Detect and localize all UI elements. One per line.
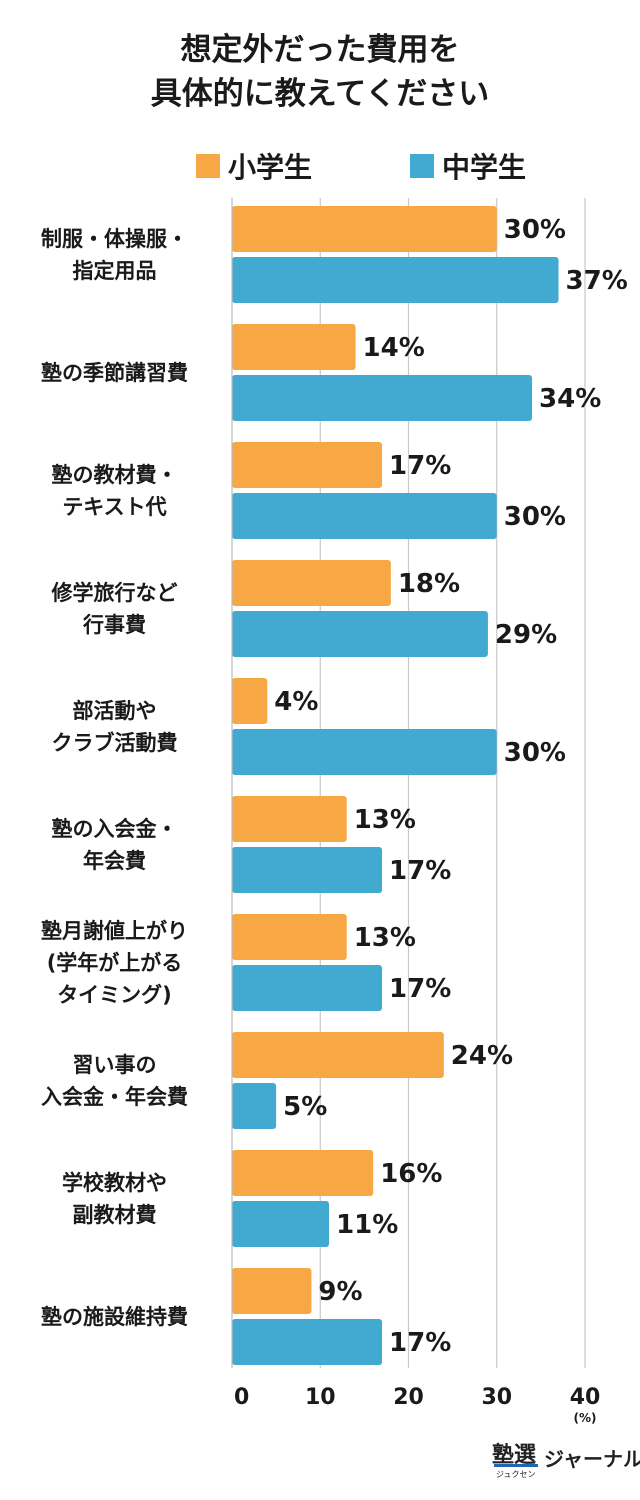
value-label-elementary-4: 4%: [274, 687, 318, 717]
footer-logo: 塾選 ジュクセン ジャーナル: [492, 1435, 640, 1485]
chart-title-line-1: 想定外だった費用を: [180, 32, 460, 68]
category-label-7-line-1: 入会金・年会費: [41, 1084, 188, 1109]
category-label-7: 習い事の入会金・年会費: [7, 1049, 222, 1113]
legend-item-middle: 中学生: [410, 146, 526, 186]
bar-elementary-2: [232, 442, 383, 488]
value-label-elementary-6: 13%: [354, 923, 416, 953]
category-label-0: 制服・体操服・ 指定用品: [7, 223, 222, 287]
bar-elementary-9: [232, 1268, 312, 1314]
category-label-5-line-1: 年会費: [83, 848, 146, 873]
category-label-2-line-1: テキスト代: [62, 494, 167, 519]
x-tick-label-0: 0: [234, 1385, 249, 1410]
value-label-elementary-5: 13%: [354, 805, 416, 835]
legend-label-middle: 中学生: [442, 151, 527, 184]
value-label-middle-7: 5%: [283, 1092, 327, 1122]
value-label-middle-5: 17%: [389, 856, 451, 886]
logo-underline: [494, 1464, 538, 1467]
category-label-3: 修学旅行など 行事費: [7, 577, 222, 641]
legend-swatch-middle: [410, 154, 434, 178]
bar-elementary-8: [232, 1150, 374, 1196]
value-label-middle-0: 37%: [566, 266, 628, 296]
x-tick-label-40: 40: [570, 1385, 601, 1410]
value-label-elementary-9: 9%: [318, 1277, 362, 1307]
category-label-4: 部活動やクラブ活動費: [7, 695, 222, 759]
legend-item-elementary: 小学生: [196, 146, 312, 186]
value-label-elementary-1: 14%: [363, 333, 425, 363]
category-label-9-line-0: 塾の施設維持費: [41, 1304, 188, 1329]
value-label-middle-9: 17%: [389, 1328, 451, 1358]
value-label-elementary-2: 17%: [389, 451, 451, 481]
x-tick-label-30: 30: [481, 1385, 512, 1410]
bar-middle-1: [232, 375, 533, 421]
bar-elementary-0: [232, 206, 497, 252]
category-label-5-line-0: 塾の入会金・: [51, 816, 178, 841]
category-label-7-line-0: 習い事の: [72, 1052, 157, 1077]
chart-title: 想定外だった費用を 具体的に教えてください: [0, 28, 640, 116]
value-label-middle-8: 11%: [336, 1210, 398, 1240]
bar-middle-7: [232, 1083, 277, 1129]
bar-elementary-4: [232, 678, 268, 724]
value-label-elementary-3: 18%: [398, 569, 460, 599]
category-label-5: 塾の入会金・ 年会費: [7, 813, 222, 877]
x-tick-label-20: 20: [393, 1385, 424, 1410]
bar-elementary-3: [232, 560, 391, 606]
bar-middle-4: [232, 729, 497, 775]
category-label-6-line-2: タイミング): [57, 982, 172, 1007]
value-label-elementary-8: 16%: [380, 1159, 442, 1189]
logo-mark: 塾選: [492, 1443, 537, 1468]
category-label-0-line-1: 指定用品: [72, 258, 157, 283]
chart-title-line-2: 具体的に教えてください: [150, 76, 490, 112]
category-label-8-line-1: 副教材費: [72, 1202, 157, 1227]
bar-elementary-1: [232, 324, 356, 370]
category-label-3-line-0: 修学旅行など: [51, 580, 178, 605]
legend-swatch-elementary: [196, 154, 220, 178]
category-label-4-line-1: クラブ活動費: [51, 730, 178, 755]
category-label-8: 学校教材や 副教材費: [7, 1167, 222, 1231]
category-label-6: 塾月謝値上がり (学年が上がる タイミング): [7, 915, 222, 1011]
category-label-8-line-0: 学校教材や: [62, 1170, 167, 1195]
bar-middle-2: [232, 493, 497, 539]
logo-sub: ジュクセン: [496, 1470, 536, 1479]
value-label-middle-4: 30%: [504, 738, 566, 768]
category-label-6-line-0: 塾月謝値上がり: [41, 918, 188, 943]
value-label-elementary-7: 24%: [451, 1041, 513, 1071]
value-label-middle-2: 30%: [504, 502, 566, 532]
category-label-0-line-0: 制服・体操服・: [41, 226, 188, 251]
category-label-2-line-0: 塾の教材費・: [51, 462, 178, 487]
value-label-middle-6: 17%: [389, 974, 451, 1004]
bar-middle-0: [232, 257, 559, 303]
category-label-9: 塾の施設維持費: [7, 1301, 222, 1333]
category-label-4-line-0: 部活動や: [72, 698, 157, 723]
category-label-6-line-1: (学年が上がる: [46, 950, 183, 975]
bar-middle-8: [232, 1201, 330, 1247]
bar-middle-5: [232, 847, 383, 893]
x-unit-label: (%): [574, 1411, 597, 1425]
bar-elementary-5: [232, 796, 347, 842]
bar-middle-9: [232, 1319, 383, 1365]
value-label-middle-3: 29%: [495, 620, 557, 650]
value-label-middle-1: 34%: [539, 384, 601, 414]
logo-text: ジャーナル: [544, 1447, 640, 1471]
category-label-3-line-1: 行事費: [83, 612, 146, 637]
category-label-1-line-0: 塾の季節講習費: [41, 360, 188, 385]
value-label-elementary-0: 30%: [504, 215, 566, 245]
bar-elementary-7: [232, 1032, 444, 1078]
category-label-1: 塾の季節講習費: [7, 357, 222, 389]
legend: 小学生 中学生: [0, 146, 640, 186]
bar-middle-6: [232, 965, 383, 1011]
bar-chart: 30%37%14%34%17%30%18%29%4%30%13%17%13%17…: [231, 198, 628, 1425]
category-label-2: 塾の教材費・ テキスト代: [7, 459, 222, 523]
legend-label-elementary: 小学生: [228, 151, 313, 184]
bar-elementary-6: [232, 914, 347, 960]
x-tick-label-10: 10: [305, 1385, 336, 1410]
bar-middle-3: [232, 611, 488, 657]
